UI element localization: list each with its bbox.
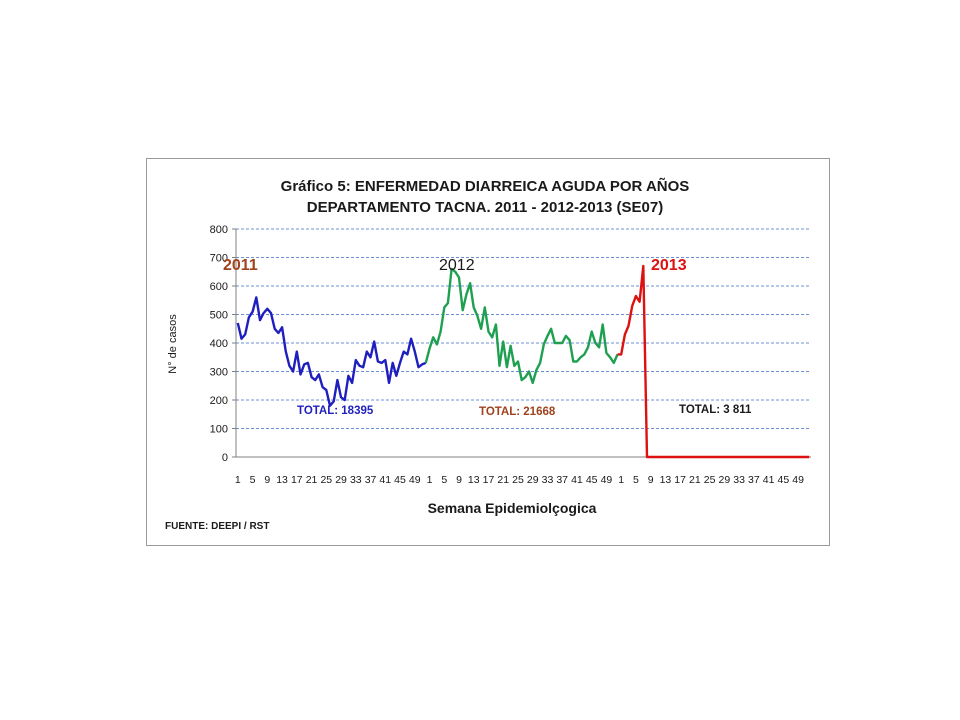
x-tick-label: 25	[704, 474, 716, 486]
x-tick-label: 13	[468, 474, 480, 486]
x-tick-label: 45	[586, 474, 598, 486]
series-label-2011: 2011	[223, 257, 258, 274]
x-tick-label: 29	[335, 474, 347, 486]
y-tick-label: 0	[222, 452, 228, 464]
source-note: FUENTE: DEEPI / RST	[165, 521, 269, 532]
x-tick-label: 37	[556, 474, 568, 486]
x-tick-label: 41	[571, 474, 583, 486]
y-tick-label: 200	[210, 395, 228, 407]
y-tick-label: 800	[210, 224, 228, 236]
x-tick-label: 9	[456, 474, 462, 486]
x-tick-label: 29	[527, 474, 539, 486]
x-tick-label: 49	[601, 474, 613, 486]
series-total-2011: TOTAL: 18395	[297, 405, 374, 417]
x-tick-label: 9	[264, 474, 270, 486]
x-tick-label: 17	[483, 474, 495, 486]
x-tick-label: 1	[618, 474, 624, 486]
x-tick-label: 45	[778, 474, 790, 486]
x-tick-label: 5	[250, 474, 256, 486]
y-tick-label: 400	[210, 338, 228, 350]
x-tick-label: 5	[441, 474, 447, 486]
grid-layer	[236, 228, 811, 429]
x-axis: 1 5 9 13 17 21 25 29 33 37 41 45 49 1 5 9 13 17 21 25 29 33 37…	[235, 474, 804, 486]
x-tick-label: 21	[497, 474, 509, 486]
y-axis-title: N° de casos	[167, 314, 179, 374]
x-tick-label: 1	[235, 474, 241, 486]
x-tick-label: 49	[409, 474, 421, 486]
series-labels: 2011 TOTAL: 18395 2012 TOTAL: 21668 2013 TOTA…	[223, 257, 752, 418]
x-tick-label: 17	[674, 474, 686, 486]
x-tick-label: 37	[365, 474, 377, 486]
x-tick-label: 21	[306, 474, 318, 486]
series-line-2013	[617, 264, 810, 459]
y-tick-label: 600	[210, 281, 228, 293]
x-tick-label: 49	[792, 474, 804, 486]
x-tick-label: 41	[763, 474, 775, 486]
series-line-2012	[424, 267, 619, 385]
x-tick-label: 25	[320, 474, 332, 486]
series-line-2011	[236, 296, 427, 407]
x-tick-label: 33	[350, 474, 362, 486]
series-total-2012: TOTAL: 21668	[479, 406, 556, 418]
chart-svg: Gráfico 5: ENFERMEDAD DIARREICA AGUDA PO…	[165, 177, 811, 532]
x-tick-label: 33	[542, 474, 554, 486]
x-tick-label: 25	[512, 474, 524, 486]
x-tick-label: 29	[719, 474, 731, 486]
y-tick-label: 300	[210, 367, 228, 379]
x-tick-label: 37	[748, 474, 760, 486]
series-layer	[236, 264, 810, 459]
x-tick-label: 9	[648, 474, 654, 486]
series-total-2013: TOTAL: 3 811	[679, 404, 752, 416]
x-tick-label: 13	[660, 474, 672, 486]
chart-frame: Gráfico 5: ENFERMEDAD DIARREICA AGUDA PO…	[146, 158, 830, 546]
x-tick-label: 41	[379, 474, 391, 486]
chart-subtitle: DEPARTAMENTO TACNA. 2011 - 2012-2013 (SE…	[307, 199, 664, 216]
series-label-2012: 2012	[439, 257, 475, 274]
series-label-2013: 2013	[651, 257, 687, 274]
chart-title: Gráfico 5: ENFERMEDAD DIARREICA AGUDA PO…	[281, 177, 690, 195]
x-tick-label: 33	[733, 474, 745, 486]
x-tick-label: 13	[276, 474, 288, 486]
x-tick-label: 45	[394, 474, 406, 486]
x-tick-label: 1	[427, 474, 433, 486]
x-tick-label: 21	[689, 474, 701, 486]
y-tick-label: 100	[210, 424, 228, 436]
x-axis-title: Semana Epidemiolçogica	[428, 500, 597, 516]
x-tick-label: 17	[291, 474, 303, 486]
y-tick-label: 500	[210, 310, 228, 322]
x-tick-label: 5	[633, 474, 639, 486]
y-tick-label: 700	[210, 253, 228, 265]
y-axis: 0 100 200 300 400 500 600 700 800	[210, 224, 811, 464]
